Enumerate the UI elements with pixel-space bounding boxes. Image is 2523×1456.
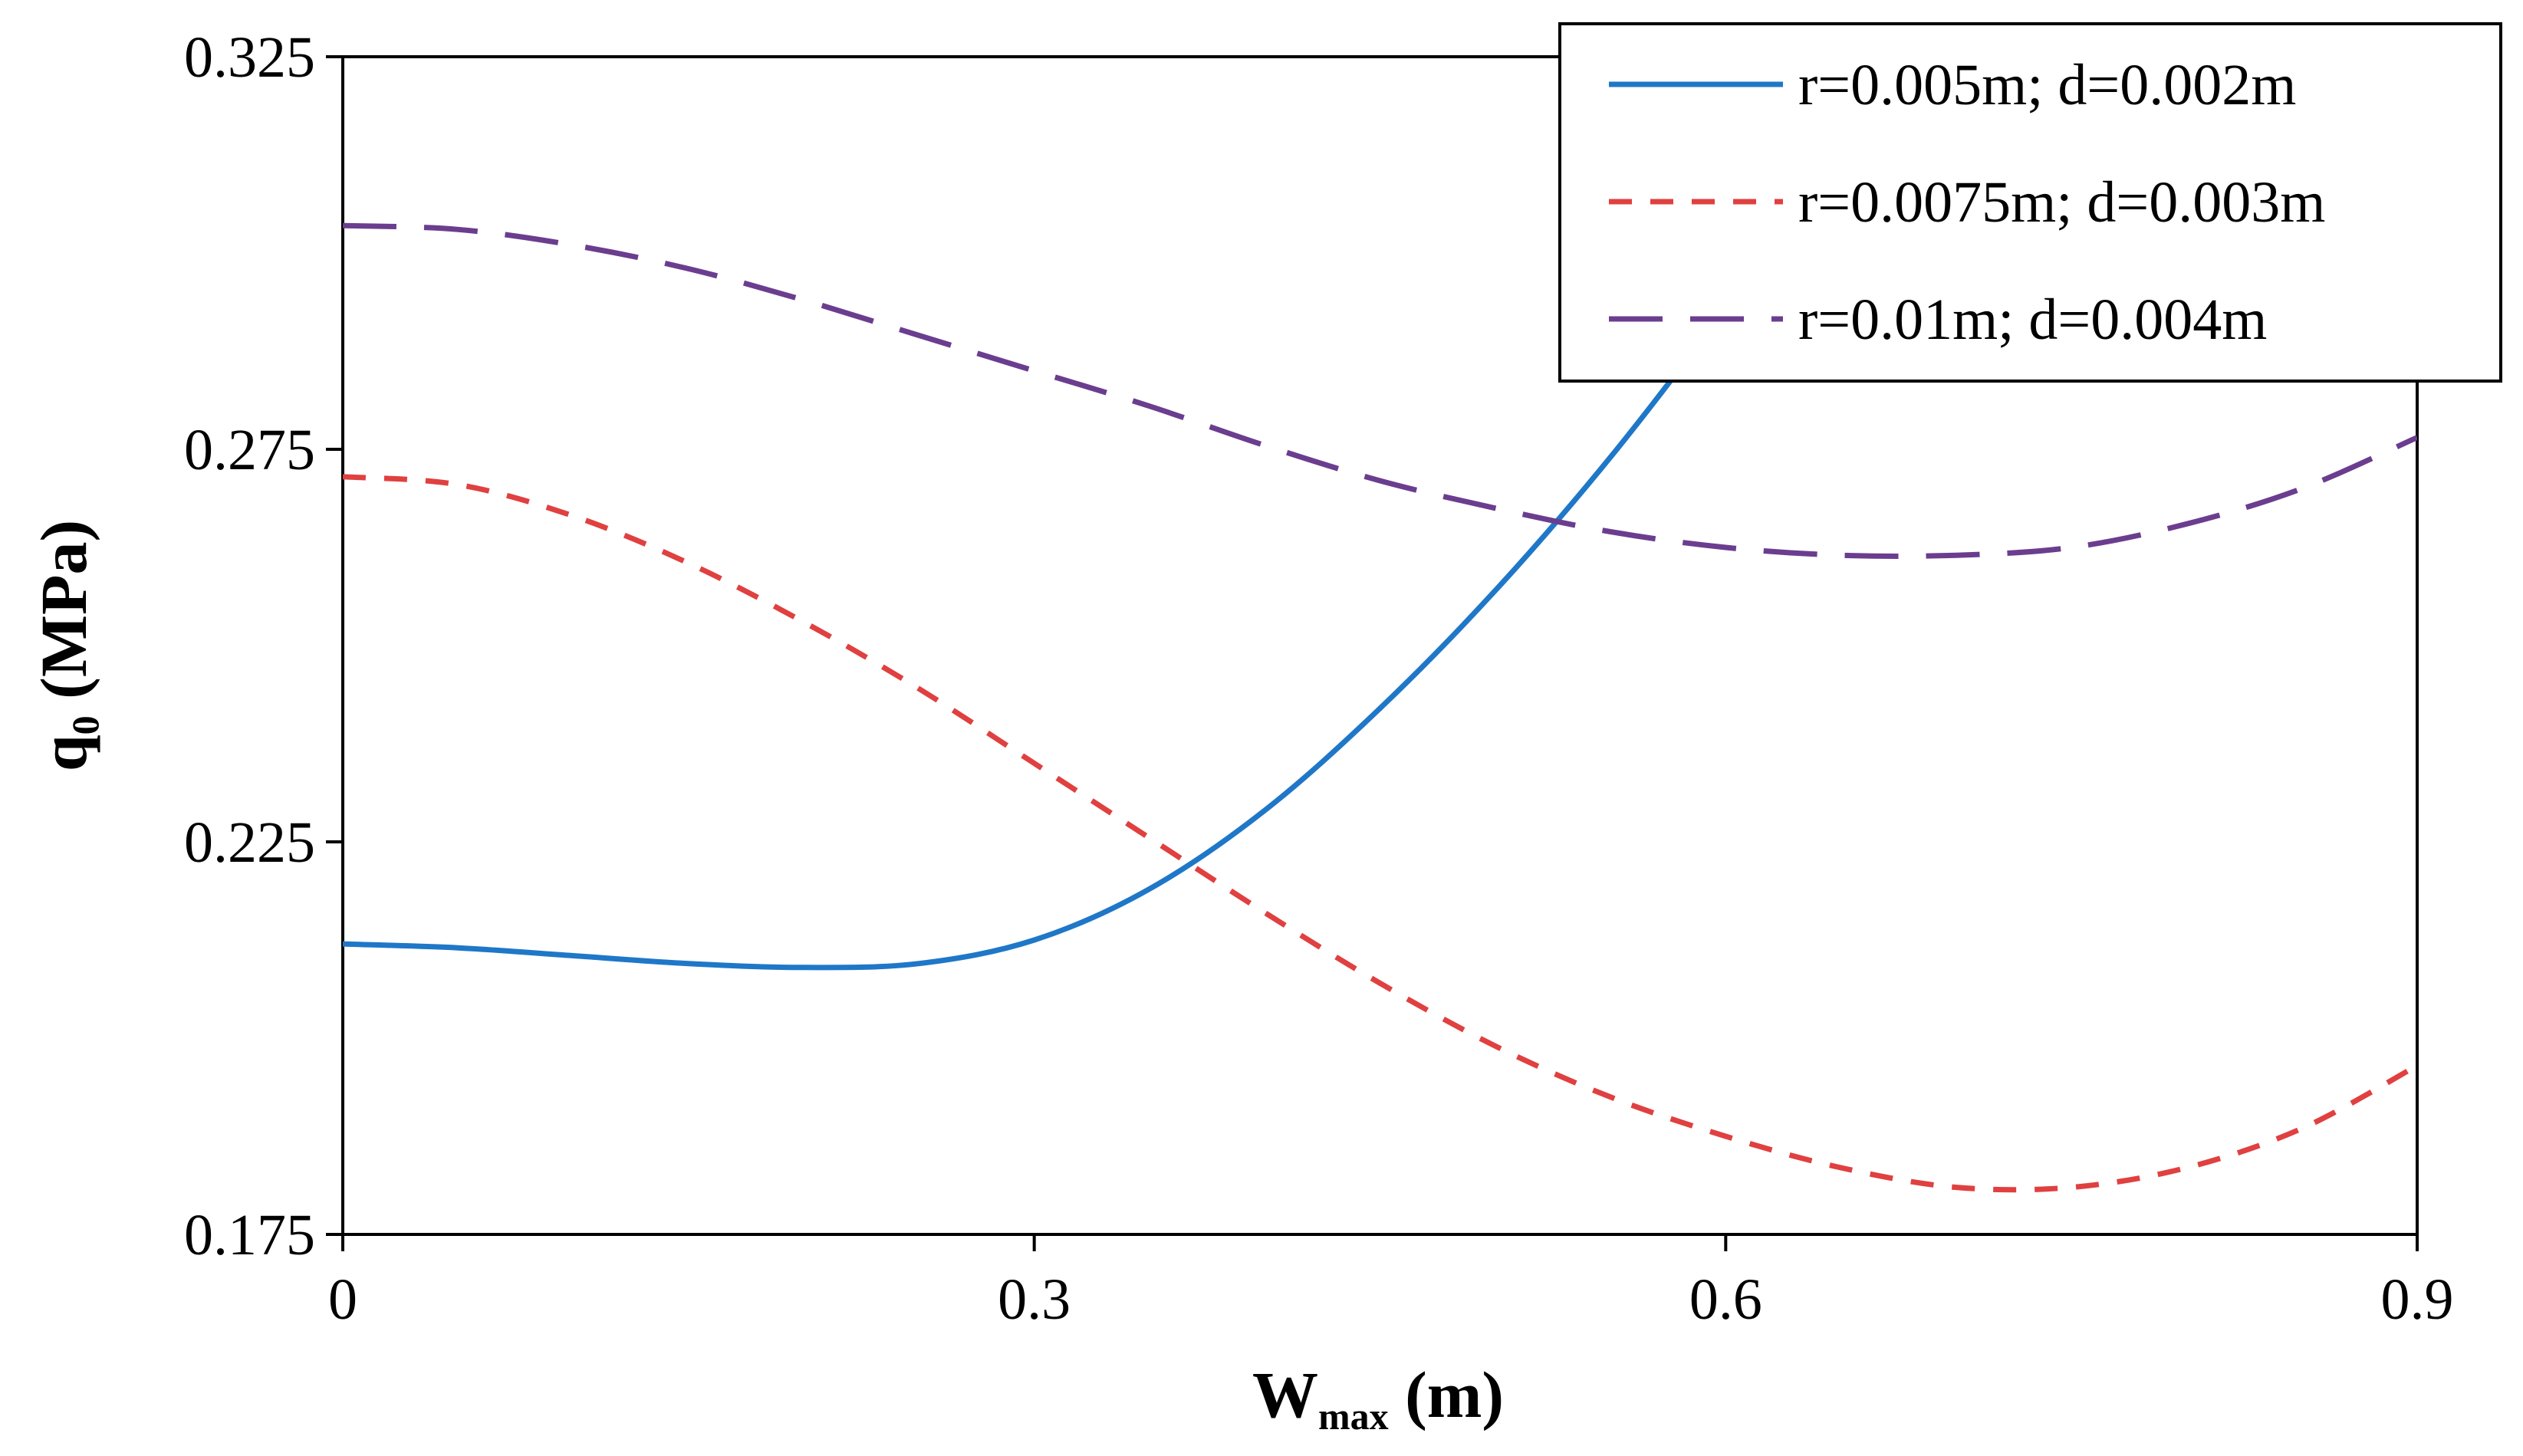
x-axis: 0 0.3 0.6 0.9 <box>328 1234 2454 1332</box>
series-line-2 <box>343 474 2417 1193</box>
x-tick-label: 0.9 <box>2381 1267 2454 1332</box>
y-axis-title: q0 (MPa) <box>27 520 107 771</box>
x-axis-title-subscript: max <box>1318 1395 1389 1438</box>
legend-label-1: r=0.005m; d=0.002m <box>1798 53 2296 117</box>
y-axis-title-main: q <box>27 735 100 771</box>
y-tick-label: 0.175 <box>184 1203 315 1267</box>
series-line-3 <box>343 222 2417 559</box>
x-tick-label: 0 <box>328 1267 357 1332</box>
x-axis-title: Wmax (m) <box>1252 1358 1504 1438</box>
x-axis-title-unit: (m) <box>1389 1358 1504 1431</box>
y-tick-label: 0.325 <box>184 25 315 90</box>
legend-label-2: r=0.0075m; d=0.003m <box>1798 170 2325 235</box>
legend-label-3: r=0.01m; d=0.004m <box>1798 288 2267 352</box>
legend: r=0.005m; d=0.002m r=0.0075m; d=0.003m r=0… <box>1558 22 2502 383</box>
x-axis-title-main: W <box>1252 1358 1318 1431</box>
y-axis-title-subscript: 0 <box>64 715 107 735</box>
y-tick-label: 0.225 <box>184 810 315 875</box>
y-axis-title-unit: (MPa) <box>27 520 100 715</box>
x-tick-label: 0.6 <box>1689 1267 1762 1332</box>
y-axis: 0.175 0.225 0.275 0.325 <box>184 25 343 1267</box>
x-tick-label: 0.3 <box>998 1267 1071 1332</box>
y-tick-label: 0.275 <box>184 418 315 482</box>
